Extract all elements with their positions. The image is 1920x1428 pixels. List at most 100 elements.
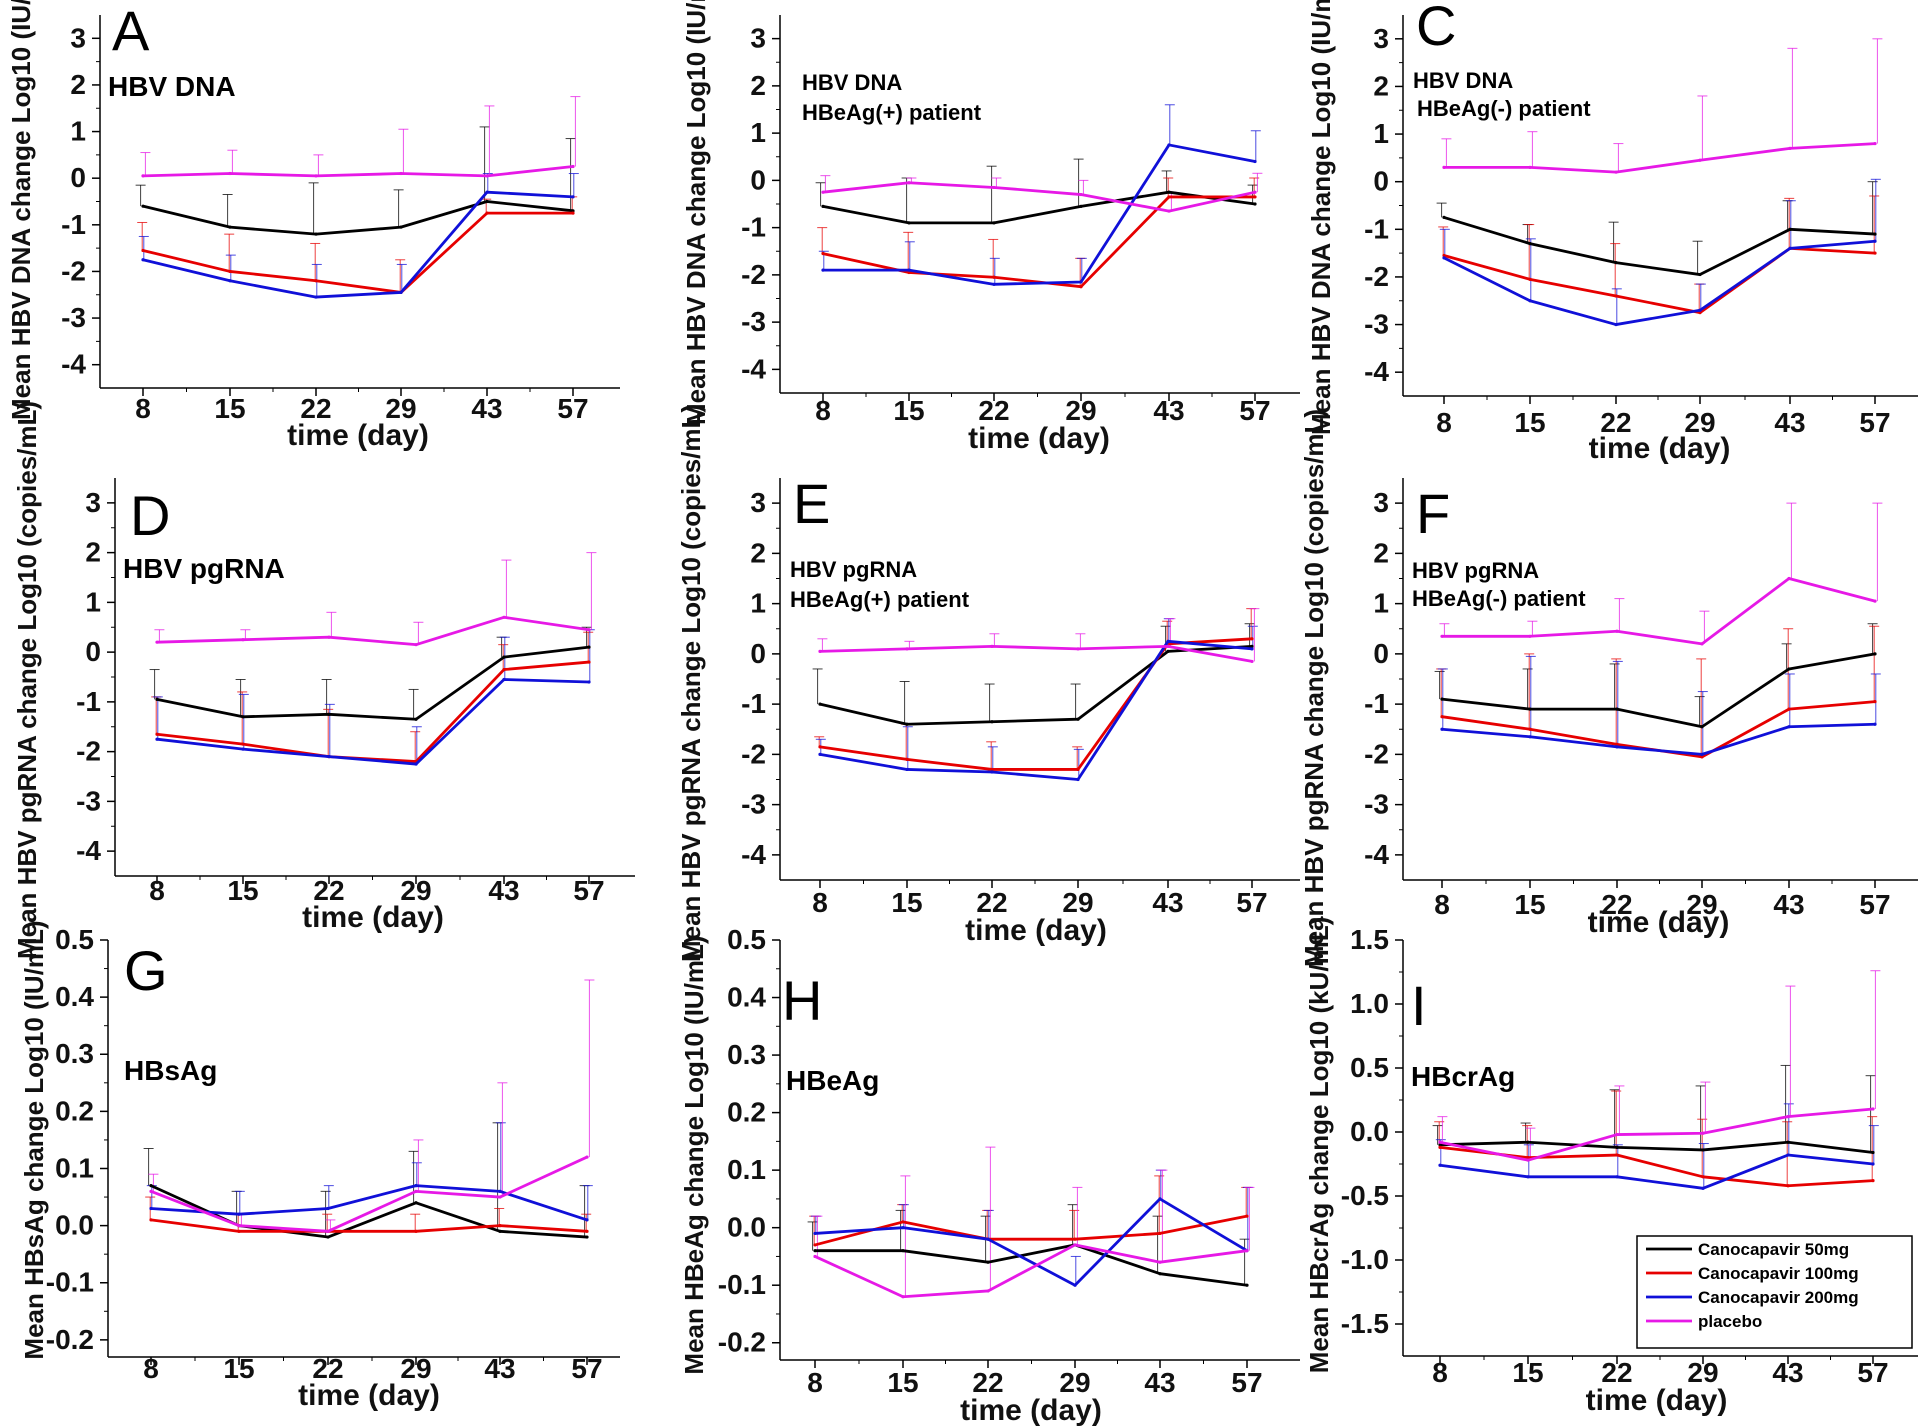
series-line-placebo: [1444, 142, 1876, 174]
panel-letter: D: [130, 484, 170, 547]
data-point: [1873, 652, 1877, 656]
data-point: [1253, 190, 1257, 194]
x-tick-label: 29: [400, 875, 431, 906]
data-point: [141, 174, 145, 178]
series-3-errorbars: [812, 1146, 1255, 1297]
data-point: [1614, 294, 1618, 298]
y-tick-label: -3: [741, 789, 766, 820]
data-point: [1871, 1150, 1875, 1155]
data-point: [585, 1235, 589, 1239]
x-tick-label: 29: [385, 393, 416, 424]
series-line-canocapavir-50mg: [156, 645, 590, 721]
data-point: [1701, 1186, 1705, 1190]
y-tick-label: -2: [61, 255, 86, 286]
data-point: [327, 755, 331, 759]
data-point: [1438, 1145, 1442, 1149]
y-tick-label: -0.2: [718, 1327, 766, 1358]
data-point: [241, 742, 245, 746]
data-point: [1250, 637, 1254, 641]
data-point: [901, 1249, 905, 1253]
y-axis-title: Mean HBV DNA change Log10 (IU/mL): [6, 0, 36, 420]
series-line-canocapavir-50mg: [815, 1243, 1248, 1287]
x-tick-label: 29: [1684, 407, 1715, 438]
y-tick-label: -3: [1364, 789, 1389, 820]
data-point: [1442, 256, 1446, 260]
data-point: [314, 174, 318, 178]
data-point: [485, 190, 489, 194]
data-point: [1615, 1145, 1619, 1149]
data-point: [907, 181, 911, 185]
series-2-errorbars: [138, 173, 579, 298]
series-line-canocapavir-100mg: [142, 211, 573, 294]
data-point: [821, 268, 825, 272]
data-point: [907, 270, 911, 275]
x-tick-label: 57: [1859, 407, 1890, 438]
y-tick-label: -3: [61, 302, 86, 333]
data-point: [986, 1237, 990, 1241]
y-tick-label: -1: [76, 686, 101, 717]
data-point: [1528, 277, 1532, 281]
series-line-canocapavir-50mg: [819, 644, 1253, 726]
data-point: [155, 697, 159, 701]
legend-box: [1636, 1235, 1913, 1349]
x-tick-label: 15: [891, 887, 922, 918]
data-point: [414, 643, 418, 647]
data-point: [1701, 1148, 1705, 1152]
x-tick-label: 43: [1774, 407, 1805, 438]
series-line-canocapavir-200mg: [156, 678, 590, 766]
x-tick-label: 22: [978, 395, 1009, 426]
y-tick-label: -4: [1364, 839, 1389, 870]
x-tick-label: 22: [976, 887, 1007, 918]
data-point: [1073, 1283, 1077, 1287]
data-point: [587, 660, 591, 664]
series-line-canocapavir-100mg: [1441, 700, 1876, 759]
x-axis-title: time (day): [302, 901, 444, 934]
data-point: [905, 767, 909, 772]
series-line-placebo: [822, 181, 1256, 213]
y-tick-label: -2: [1364, 261, 1389, 292]
data-point: [990, 767, 994, 772]
x-tick-label: 15: [223, 1353, 254, 1384]
data-point: [1873, 700, 1877, 704]
x-tick-label: 57: [573, 875, 604, 906]
data-point: [1438, 1143, 1442, 1147]
y-tick-label: -1: [61, 209, 86, 240]
y-tick-label: -2: [1364, 738, 1389, 769]
data-point: [1158, 1272, 1162, 1276]
x-tick-label: 22: [313, 875, 344, 906]
data-point: [228, 269, 232, 274]
data-point: [141, 204, 145, 208]
y-tick-label: 0.1: [727, 1154, 766, 1185]
y-tick-label: 3: [70, 22, 86, 53]
data-point: [414, 1201, 418, 1205]
y-axis-title: Mean HBV pgRNA change Log10 (copies/mL): [1299, 409, 1329, 967]
data-point: [1073, 1237, 1077, 1241]
x-tick-label: 57: [1231, 1367, 1262, 1398]
data-point: [485, 211, 489, 215]
data-point: [1438, 1163, 1442, 1167]
y-tick-label: -1: [741, 212, 766, 243]
data-point: [1438, 1140, 1442, 1144]
series-0-errorbars: [1432, 1064, 1876, 1153]
panel-title: HBeAg: [786, 1065, 879, 1096]
y-tick-label: 0.5: [1350, 1052, 1389, 1083]
data-point: [907, 268, 911, 272]
data-point: [141, 258, 145, 262]
series-line-placebo: [150, 1155, 588, 1233]
data-point: [992, 185, 996, 190]
data-point: [1442, 165, 1446, 169]
y-tick-label: 0.5: [727, 924, 766, 955]
panel-title: HBsAg: [124, 1055, 217, 1086]
data-point: [1245, 1283, 1249, 1287]
data-point: [905, 757, 909, 762]
data-point: [901, 1226, 905, 1230]
data-point: [1788, 146, 1792, 150]
x-axis-title: time (day): [1588, 906, 1730, 939]
series-line-canocapavir-200mg: [819, 639, 1253, 781]
data-point: [1787, 707, 1791, 711]
y-tick-label: 0: [750, 638, 766, 669]
data-point: [1615, 629, 1619, 633]
series-0-errorbars: [812, 623, 1255, 725]
data-point: [1440, 697, 1444, 701]
series-1-errorbars: [1438, 195, 1880, 313]
